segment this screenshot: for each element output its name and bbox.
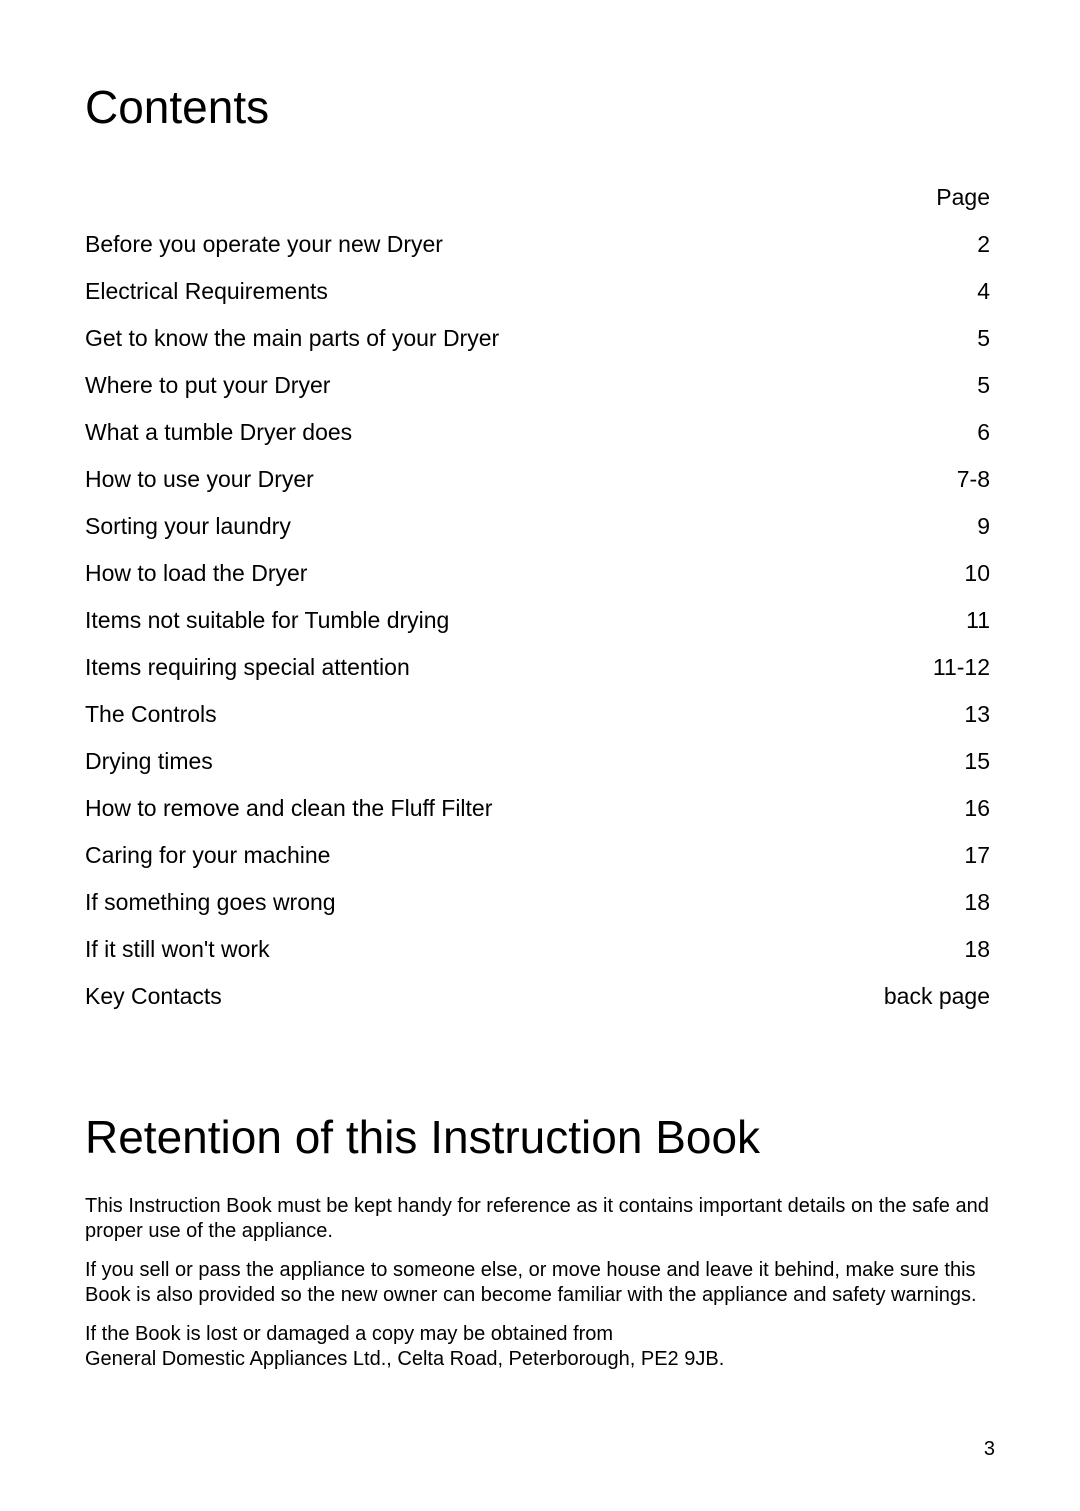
toc-title: Drying times xyxy=(85,748,875,775)
toc-row: If something goes wrong 18 xyxy=(85,889,995,916)
toc-title: Electrical Requirements xyxy=(85,278,875,305)
toc-row: What a tumble Dryer does 6 xyxy=(85,419,995,446)
toc-title: Where to put your Dryer xyxy=(85,372,875,399)
toc-title: Key Contacts xyxy=(85,983,875,1010)
toc-row: Get to know the main parts of your Dryer… xyxy=(85,325,995,352)
toc-page: 18 xyxy=(875,936,995,963)
toc-row: Where to put your Dryer 5 xyxy=(85,372,995,399)
toc-row: How to load the Dryer 10 xyxy=(85,560,995,587)
toc-title: Before you operate your new Dryer xyxy=(85,231,875,258)
toc-page: 16 xyxy=(875,795,995,822)
toc-row: Before you operate your new Dryer 2 xyxy=(85,231,995,258)
toc-row: Caring for your machine 17 xyxy=(85,842,995,869)
retention-line: If the Book is lost or damaged a copy ma… xyxy=(85,1323,613,1345)
toc-list: Before you operate your new Dryer 2 Elec… xyxy=(85,231,995,1010)
toc-page: 15 xyxy=(875,748,995,775)
toc-title: Caring for your machine xyxy=(85,842,875,869)
page-column-label: Page xyxy=(85,184,995,211)
toc-page: back page xyxy=(875,983,995,1010)
toc-title: How to remove and clean the Fluff Filter xyxy=(85,795,875,822)
toc-title: The Controls xyxy=(85,701,875,728)
toc-row: Key Contacts back page xyxy=(85,983,995,1010)
toc-title: How to use your Dryer xyxy=(85,466,875,493)
toc-title: How to load the Dryer xyxy=(85,560,875,587)
toc-title: If something goes wrong xyxy=(85,889,875,916)
toc-row: The Controls 13 xyxy=(85,701,995,728)
toc-title: What a tumble Dryer does xyxy=(85,419,875,446)
retention-paragraph: If the Book is lost or damaged a copy ma… xyxy=(85,1322,995,1372)
toc-row: Sorting your laundry 9 xyxy=(85,513,995,540)
toc-title: Items requiring special attention xyxy=(85,654,875,681)
toc-row: How to remove and clean the Fluff Filter… xyxy=(85,795,995,822)
toc-page: 6 xyxy=(875,419,995,446)
toc-row: Items requiring special attention 11-12 xyxy=(85,654,995,681)
toc-row: How to use your Dryer 7-8 xyxy=(85,466,995,493)
toc-row: If it still won't work 18 xyxy=(85,936,995,963)
page-number: 3 xyxy=(984,1438,995,1461)
toc-page: 5 xyxy=(875,372,995,399)
retention-paragraph: If you sell or pass the appliance to som… xyxy=(85,1258,995,1308)
toc-page: 13 xyxy=(875,701,995,728)
toc-page: 4 xyxy=(875,278,995,305)
toc-page: 9 xyxy=(875,513,995,540)
toc-title: Items not suitable for Tumble drying xyxy=(85,607,875,634)
retention-heading: Retention of this Instruction Book xyxy=(85,1110,995,1164)
toc-page: 2 xyxy=(875,231,995,258)
toc-title: Get to know the main parts of your Dryer xyxy=(85,325,875,352)
toc-title: Sorting your laundry xyxy=(85,513,875,540)
toc-page: 17 xyxy=(875,842,995,869)
toc-page: 11 xyxy=(875,607,995,634)
toc-page: 5 xyxy=(875,325,995,352)
toc-page: 18 xyxy=(875,889,995,916)
toc-row: Electrical Requirements 4 xyxy=(85,278,995,305)
retention-line: General Domestic Appliances Ltd., Celta … xyxy=(85,1348,724,1370)
toc-row: Drying times 15 xyxy=(85,748,995,775)
retention-paragraph: This Instruction Book must be kept handy… xyxy=(85,1194,995,1244)
contents-heading: Contents xyxy=(85,80,995,134)
toc-title: If it still won't work xyxy=(85,936,875,963)
toc-page: 11-12 xyxy=(875,654,995,681)
toc-row: Items not suitable for Tumble drying 11 xyxy=(85,607,995,634)
toc-page: 10 xyxy=(875,560,995,587)
toc-page: 7-8 xyxy=(875,466,995,493)
